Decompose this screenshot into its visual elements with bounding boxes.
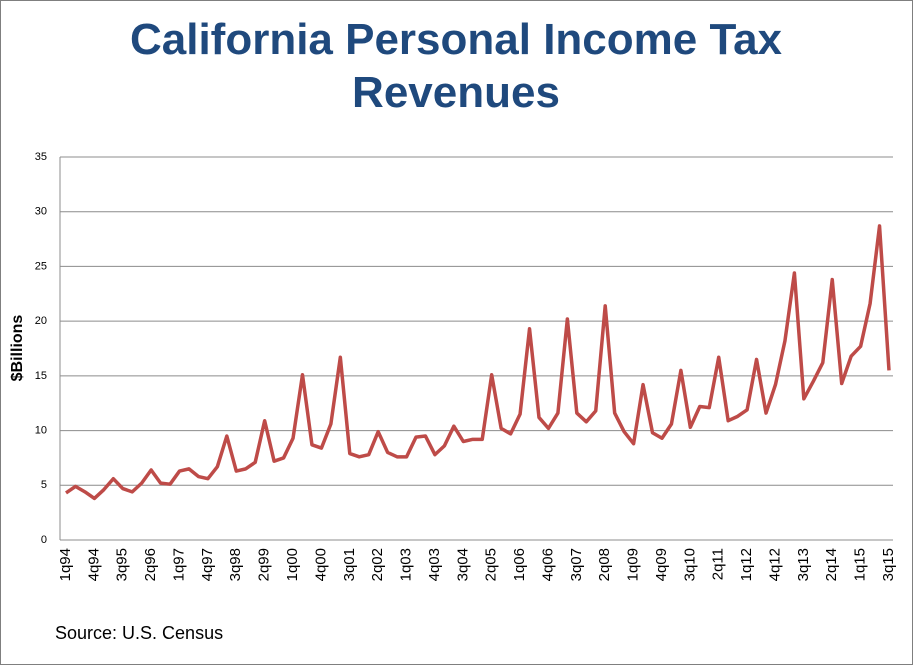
x-tick-label: 2q02 xyxy=(369,548,386,581)
x-tick-label: 1q09 xyxy=(625,548,642,581)
x-tick-label: 2q99 xyxy=(256,548,273,581)
x-tick-label: 3q07 xyxy=(568,548,585,581)
x-tick-label: 1q94 xyxy=(57,548,74,581)
y-tick-label: 20 xyxy=(35,315,47,327)
x-tick-label: 1q06 xyxy=(511,548,528,581)
x-tick-label: 4q97 xyxy=(199,548,216,581)
x-tick-label: 4q12 xyxy=(766,548,783,581)
x-tick-label: 3q13 xyxy=(795,548,812,581)
y-tick-label: 15 xyxy=(35,370,47,382)
x-tick-label: 4q06 xyxy=(539,548,556,581)
x-tick-label: 1q97 xyxy=(170,548,187,581)
chart-title: California Personal Income Tax Revenues xyxy=(130,15,783,117)
x-tick-label: 4q03 xyxy=(426,548,443,581)
x-tick-label: 4q94 xyxy=(85,548,102,581)
y-axis-label: $Billions xyxy=(9,315,26,382)
y-tick-label: 10 xyxy=(35,424,47,436)
x-tick-label: 2q96 xyxy=(142,548,159,581)
x-tick-label: 1q00 xyxy=(284,548,301,581)
x-tick-label: 2q11 xyxy=(710,548,727,580)
x-tick-label: 1q15 xyxy=(852,548,869,581)
x-tick-label: 3q04 xyxy=(454,548,471,581)
y-tick-label: 5 xyxy=(41,479,47,491)
y-tick-label: 30 xyxy=(35,206,47,218)
y-tick-label: 35 xyxy=(35,151,47,163)
x-tick-label: 3q10 xyxy=(681,548,698,581)
x-tick-label: 4q00 xyxy=(312,548,329,581)
x-tick-label: 1q03 xyxy=(398,548,415,581)
x-tick-label: 1q12 xyxy=(738,548,755,581)
x-tick-label: 2q08 xyxy=(596,548,613,581)
x-tick-label: 4q09 xyxy=(653,548,670,581)
x-tick-label: 3q95 xyxy=(114,548,131,581)
y-tick-label: 0 xyxy=(41,534,47,546)
x-tick-label: 3q15 xyxy=(880,548,897,581)
x-tick-label: 2q14 xyxy=(823,548,840,581)
x-tick-label: 2q05 xyxy=(483,548,500,581)
x-tick-label: 3q01 xyxy=(341,548,358,581)
source-note: Source: U.S. Census xyxy=(55,623,223,643)
data-line xyxy=(65,224,891,501)
x-tick-label: 3q98 xyxy=(227,548,244,581)
y-tick-label: 25 xyxy=(35,260,47,272)
